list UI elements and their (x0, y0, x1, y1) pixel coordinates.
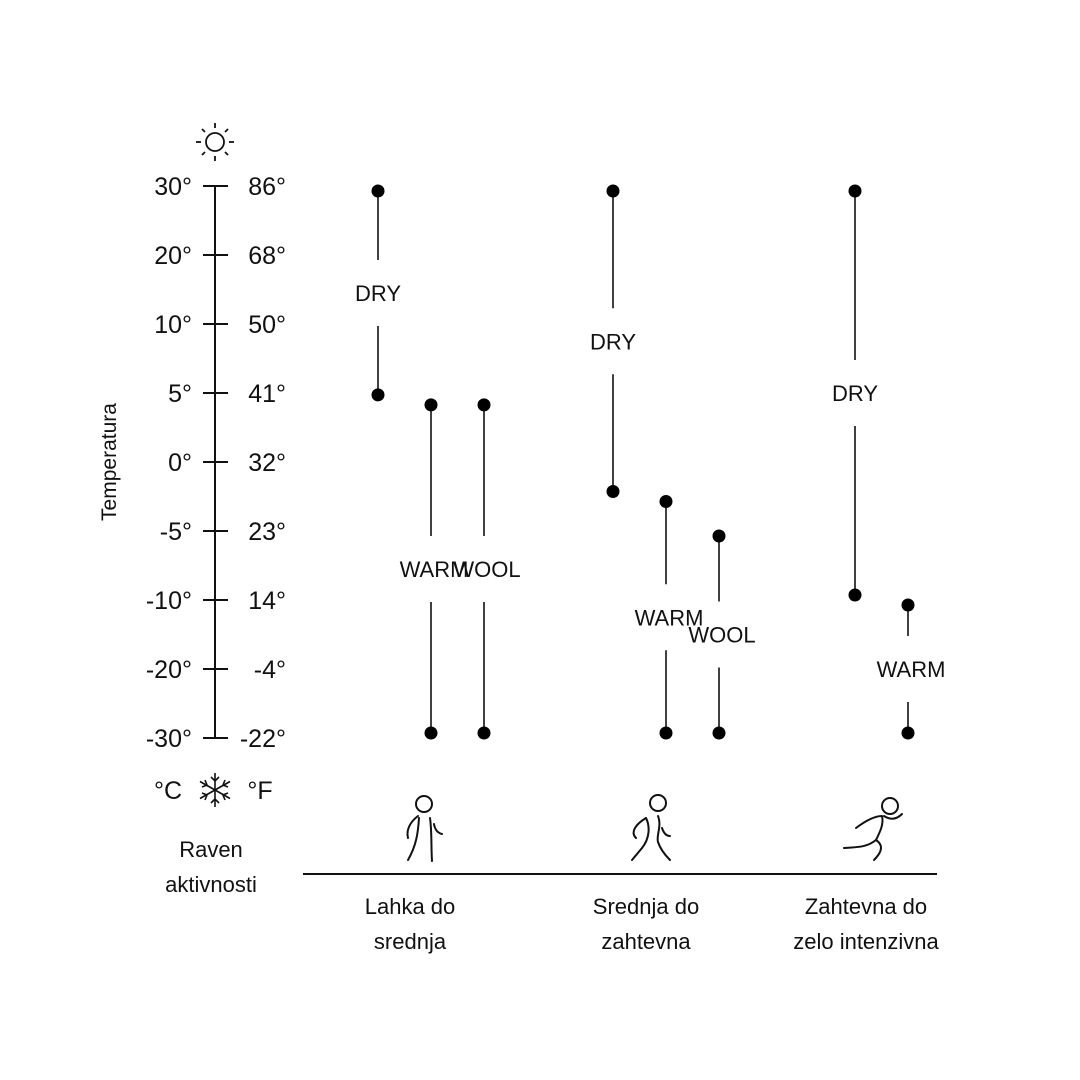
range-high-point (659, 495, 673, 508)
y-axis-title: Temperatura (98, 403, 121, 521)
walking-person-icon (406, 795, 443, 862)
fahrenheit-tick-label: 50° (248, 311, 286, 339)
range-low-point (606, 485, 620, 498)
activity-title-line-1: Raven (179, 837, 243, 862)
range-label: WOOL (453, 557, 520, 582)
fahrenheit-tick-label: 68° (248, 242, 286, 270)
range-label: WOOL (688, 623, 755, 648)
celsius-tick-label: 5° (168, 380, 192, 408)
range-label: DRY (355, 281, 401, 306)
range-label: WARM (635, 605, 704, 630)
celsius-tick-label: 20° (154, 242, 192, 270)
category-label: zahtevna (601, 929, 691, 954)
range-low-point (424, 726, 438, 740)
range-high-point (371, 184, 385, 198)
celsius-tick-label: 10° (154, 311, 192, 339)
range-low-point (659, 726, 673, 740)
unit-celsius: °C (154, 777, 182, 805)
fahrenheit-tick-label: 86° (248, 173, 286, 201)
jogging-person-icon (631, 794, 671, 861)
unit-fahrenheit: °F (247, 777, 272, 805)
sun-icon (196, 123, 234, 161)
category-labels: Lahka do srednja Srednja do zahtevna Zahtevn… (365, 894, 940, 954)
celsius-tick-label: 0° (168, 449, 192, 477)
category-label: srednja (374, 929, 447, 954)
range-high-point (712, 529, 726, 543)
fahrenheit-tick-label: 14° (248, 587, 286, 615)
range-low-point (477, 726, 491, 740)
celsius-tick-label: -10° (146, 587, 192, 615)
celsius-tick-label: -5° (160, 518, 192, 546)
range-high-point (477, 398, 491, 412)
activity-title-line-2: aktivnosti (165, 872, 257, 897)
category-label: Srednja do (593, 894, 699, 919)
fahrenheit-tick-label: -4° (254, 656, 286, 684)
axis-ticks: 30° 86° 20° 68° 10° 50° 5° 41° 0° 32° -5° 23° -10° 14… (146, 173, 286, 753)
fahrenheit-tick-label: -22° (240, 725, 286, 753)
fahrenheit-tick-label: 32° (248, 449, 286, 477)
category-label: Zahtevna do (805, 894, 927, 919)
range-low-point (848, 588, 862, 602)
range-label: WARM (877, 657, 946, 682)
range-low-point (371, 388, 385, 402)
running-person-icon (843, 797, 903, 861)
category-label: zelo intenzivna (793, 929, 939, 954)
category-label: Lahka do (365, 894, 456, 919)
range-low-point (712, 726, 726, 740)
range-high-point (424, 398, 438, 412)
fahrenheit-tick-label: 23° (248, 518, 286, 546)
range-high-point (848, 184, 862, 198)
celsius-tick-label: 30° (154, 173, 192, 201)
range-label: DRY (832, 381, 878, 406)
snowflake-icon (199, 773, 231, 807)
range-high-point (901, 598, 915, 612)
celsius-tick-label: -20° (146, 656, 192, 684)
fahrenheit-tick-label: 41° (248, 380, 286, 408)
range-label: WARM (400, 557, 469, 582)
range-low-point (901, 726, 915, 740)
celsius-tick-label: -30° (146, 725, 192, 753)
range-high-point (606, 184, 620, 198)
range-label: DRY (590, 329, 636, 354)
